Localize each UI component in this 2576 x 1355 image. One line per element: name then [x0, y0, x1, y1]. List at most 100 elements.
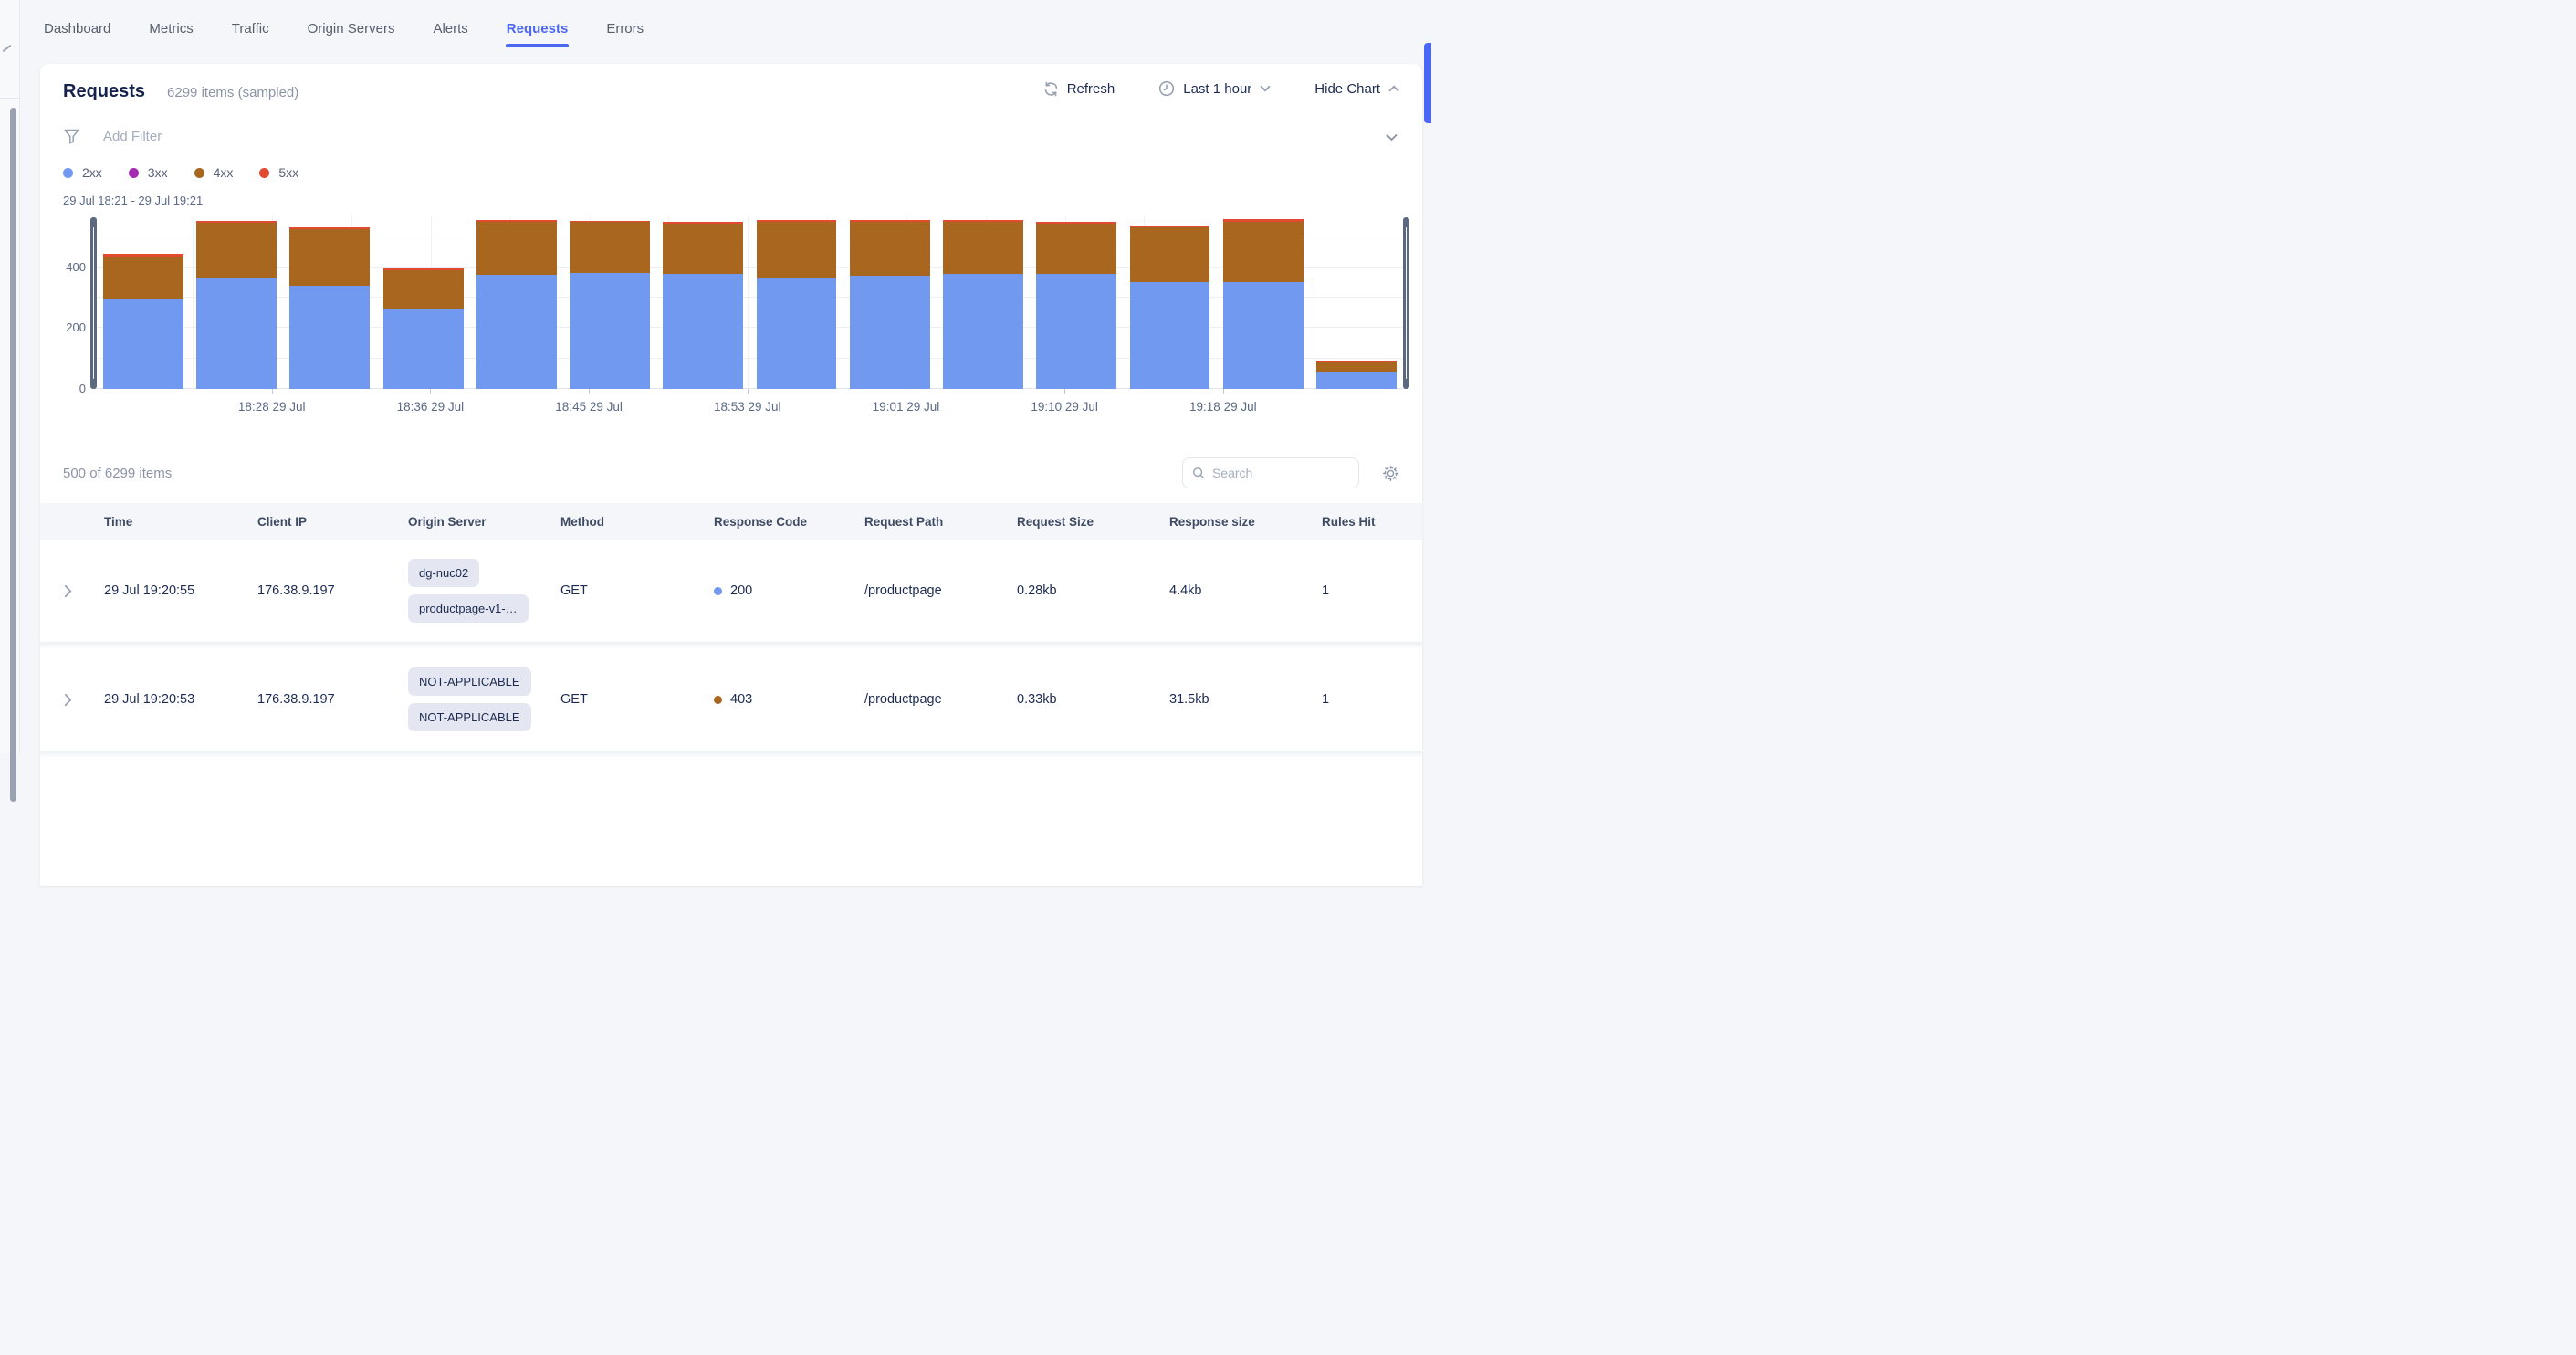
table-summary: 500 of 6299 items: [63, 465, 173, 481]
y-axis-label: 200: [66, 320, 86, 335]
cell-response-size: 31.5kb: [1169, 692, 1209, 707]
tab-requests[interactable]: Requests: [505, 16, 570, 49]
bar-18:36[interactable]: [382, 268, 464, 389]
gridline-y-0: [93, 388, 1407, 389]
legend-item-4xx[interactable]: 4xx: [194, 165, 234, 180]
origin-server-tag[interactable]: productpage-v1-…: [408, 594, 529, 623]
x-axis-tick: [430, 389, 432, 394]
time-range-select[interactable]: Last 1 hour: [1158, 80, 1271, 97]
x-axis-label: 18:53 29 Jul: [713, 400, 781, 414]
cell-request-path: /productpage: [864, 692, 942, 707]
bar-18:49[interactable]: [663, 222, 744, 389]
cell-method: GET: [560, 583, 588, 598]
cell-time: 29 Jul 19:20:53: [104, 692, 195, 707]
legend-item-3xx[interactable]: 3xx: [128, 165, 168, 180]
bar-segment-5xx: [476, 220, 557, 223]
search-box[interactable]: [1182, 457, 1359, 488]
chevron-down-icon: [1260, 85, 1271, 92]
tab-metrics[interactable]: Metrics: [148, 16, 194, 49]
origin-server-tag[interactable]: dg-nuc02: [408, 559, 480, 587]
range-handle-left[interactable]: [90, 217, 97, 389]
origin-server-tag[interactable]: NOT-APPLICABLE: [408, 703, 531, 731]
filter-bar[interactable]: Add Filter: [63, 122, 1399, 150]
response-code-dot: [714, 586, 722, 595]
page-scrollbar-thumb[interactable]: [1424, 43, 1431, 123]
bar-18:40[interactable]: [476, 220, 557, 389]
table-row[interactable]: 29 Jul 19:20:53 176.38.9.197 NOT-APPLICABL…: [40, 648, 1422, 751]
time-range-label: Last 1 hour: [1183, 80, 1252, 97]
table-settings-button[interactable]: [1382, 465, 1399, 482]
bar-segment-4xx: [849, 221, 930, 276]
bar-segment-4xx: [663, 224, 744, 274]
refresh-label: Refresh: [1066, 80, 1115, 97]
chevron-right-icon: [64, 693, 71, 706]
bar-18:53[interactable]: [756, 220, 837, 389]
bar-segment-2xx: [1036, 274, 1117, 389]
bar-19:19[interactable]: [1316, 361, 1397, 389]
hide-chart-toggle[interactable]: Hide Chart: [1314, 81, 1399, 97]
bar-18:31[interactable]: [289, 227, 371, 389]
bar-18:44[interactable]: [570, 220, 651, 389]
requests-table: Time Client IP Origin Server Method Response…: [40, 503, 1422, 757]
tab-dashboard[interactable]: Dashboard: [43, 16, 111, 49]
header-cell-client-ip: Client IP: [257, 514, 308, 529]
table-header: Time Client IP Origin Server Method Response…: [40, 503, 1422, 540]
bar-19:15[interactable]: [1222, 219, 1304, 389]
left-scrollbar-thumb[interactable]: [10, 108, 16, 802]
x-axis-tick: [1064, 389, 1066, 394]
legend-item-5xx[interactable]: 5xx: [259, 165, 298, 180]
header-cell-method: Method: [560, 514, 604, 529]
collapsed-side-panel: [0, 0, 20, 802]
legend-item-2xx[interactable]: 2xx: [63, 165, 102, 180]
row-expander[interactable]: [40, 693, 104, 707]
tab-label: Metrics: [149, 20, 194, 37]
bar-segment-2xx: [1316, 372, 1397, 389]
bar-segment-2xx: [663, 274, 744, 389]
x-axis-tick: [747, 389, 749, 394]
refresh-button[interactable]: Refresh: [1043, 81, 1115, 97]
bar-segment-2xx: [196, 278, 277, 389]
bar-segment-5xx: [1129, 226, 1210, 228]
cell-origin-server: dg-nuc02 productpage-v1-…: [408, 559, 560, 623]
legend-dot-2xx: [63, 167, 73, 178]
add-filter-placeholder[interactable]: Add Filter: [103, 128, 162, 144]
bar-segment-5xx: [196, 221, 277, 223]
tab-label: Origin Servers: [307, 20, 395, 37]
bar-segment-4xx: [1316, 362, 1397, 373]
bar-19:06[interactable]: [1036, 222, 1117, 389]
bar-segment-4xx: [943, 222, 1023, 274]
bar-18:57[interactable]: [849, 220, 930, 389]
tab-traffic[interactable]: Traffic: [231, 16, 270, 49]
range-handle-right[interactable]: [1403, 217, 1409, 389]
bar-segment-2xx: [849, 276, 930, 389]
response-code-value: 403: [730, 692, 753, 707]
table-row[interactable]: 29 Jul 19:20:55 176.38.9.197 dg-nuc02 produ…: [40, 540, 1422, 642]
bar-segment-5xx: [1316, 361, 1397, 362]
tab-origin-servers[interactable]: Origin Servers: [307, 16, 396, 49]
gridline-y-200: [93, 327, 1407, 329]
panel-chevron-icon[interactable]: [2, 44, 12, 53]
bar-18:27[interactable]: [196, 221, 277, 389]
cell-origin-server: NOT-APPLICABLE NOT-APPLICABLE: [408, 667, 560, 731]
gridline-x: [1303, 215, 1304, 389]
tab-errors[interactable]: Errors: [605, 16, 644, 49]
tab-alerts[interactable]: Alerts: [432, 16, 468, 49]
legend-label: 4xx: [213, 165, 234, 180]
bar-18:23[interactable]: [103, 254, 183, 389]
legend-label: 3xx: [147, 165, 168, 180]
bar-segment-5xx: [103, 254, 183, 257]
origin-server-tag[interactable]: NOT-APPLICABLE: [408, 667, 531, 696]
cell-client-ip: 176.38.9.197: [257, 583, 335, 598]
tab-label: Alerts: [433, 20, 468, 37]
bar-segment-2xx: [103, 299, 183, 389]
search-input[interactable]: [1211, 466, 1349, 480]
filter-expand-chevron[interactable]: [1386, 130, 1398, 146]
bar-segment-4xx: [1036, 223, 1117, 274]
bar-19:10[interactable]: [1129, 226, 1210, 389]
bar-segment-4xx: [570, 222, 651, 274]
gridline-x: [748, 215, 749, 389]
gridline-x: [193, 215, 194, 389]
row-expander[interactable]: [40, 584, 104, 598]
bar-segment-2xx: [570, 273, 651, 389]
bar-19:02[interactable]: [943, 220, 1023, 389]
